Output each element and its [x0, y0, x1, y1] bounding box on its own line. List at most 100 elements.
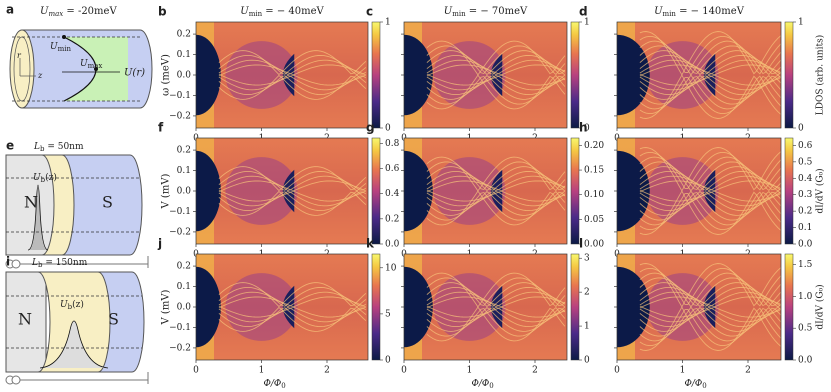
x-tick-label: 1 [680, 366, 686, 376]
colorbar-tick-label: 0.0 [798, 240, 813, 250]
band-line [639, 74, 781, 119]
x-tick-label: 1 [259, 366, 265, 376]
band-line [639, 306, 781, 332]
panel-label: j [157, 237, 162, 251]
mid-lobe [225, 157, 298, 225]
barrier-label: Ub(z) [33, 172, 57, 185]
gap-region [196, 34, 221, 116]
t: = 150nm [42, 258, 87, 268]
barrier-region [41, 154, 75, 256]
band-line [639, 306, 781, 351]
colorbar-tick-label: 0.00 [584, 240, 604, 250]
colorbar-tick-label: 0.4 [798, 174, 813, 184]
mid-lobe [646, 273, 719, 341]
t: U [80, 59, 88, 69]
y-axis-label: V (mV) [161, 173, 172, 209]
text-sub: 0 [281, 382, 285, 390]
band-line [639, 50, 781, 76]
mid-lobe [646, 157, 719, 225]
circuit [6, 372, 149, 384]
band-line [426, 277, 566, 308]
panel-label: h [579, 121, 588, 135]
y-tick-label: 0.2 [177, 30, 191, 40]
t: U [60, 300, 68, 310]
y-tick-label: 0.0 [177, 71, 192, 81]
band-line [218, 74, 367, 96]
panel-label: i [6, 255, 10, 269]
band-line [426, 296, 566, 308]
band-line [639, 151, 781, 191]
panel-label: f [158, 121, 164, 135]
colorbar-tick-label: 0.8 [385, 139, 400, 149]
gap-region [282, 169, 295, 213]
band-line [426, 190, 566, 226]
schematic-a: a Umax = -20meV r z Umin Umax U(r) [6, 3, 153, 109]
t: (z) [45, 172, 57, 183]
t: L [31, 258, 38, 268]
normal-lead [5, 154, 57, 256]
band-line [218, 286, 367, 308]
colorbar [570, 253, 580, 361]
band-line [218, 282, 367, 308]
t: max [88, 62, 103, 70]
colorbar-tick-label: 5 [385, 309, 391, 319]
band-line [218, 64, 367, 76]
band-line [426, 74, 566, 100]
y-tick-label: 0.0 [177, 303, 192, 313]
colorbar-tick-label: 0.1 [798, 223, 812, 233]
colorbar-tick-label: 0 [385, 124, 391, 134]
panel-label: l [579, 237, 583, 251]
band-line [426, 306, 566, 332]
heatmap [196, 22, 368, 128]
band-line [426, 59, 566, 76]
u-r: U(r) [124, 68, 145, 79]
colorbar [784, 253, 794, 361]
text-rest: = − 40meV [262, 6, 324, 17]
circuit [6, 256, 149, 268]
band-line [639, 190, 781, 235]
text-main: U [240, 6, 249, 17]
t: b [40, 145, 45, 153]
gap-region [703, 169, 716, 213]
colorbar-tick-label: 1.5 [798, 260, 813, 270]
y-tick-label: −0.1 [169, 323, 191, 333]
band-line [218, 190, 367, 212]
band-line [218, 166, 367, 192]
superconductor [55, 154, 143, 256]
colorbar-label: LDOS (arb. units) [815, 35, 826, 115]
panel-title: Umin = − 40meV [240, 6, 324, 19]
barrier-label: Ub(z) [60, 299, 84, 312]
u-min: Umin [50, 42, 71, 54]
gap-region [196, 266, 221, 348]
point [94, 67, 98, 71]
band-line [426, 291, 566, 308]
band-line [639, 35, 781, 75]
title-sub: max [48, 10, 63, 18]
band-line [426, 64, 566, 76]
barrier-profile [39, 320, 109, 369]
gap-region [617, 34, 650, 116]
colorbar [784, 137, 794, 245]
y-tick-label: 0.1 [177, 282, 191, 292]
band-line [218, 190, 367, 216]
barrier-length: Lb = 50nm [33, 142, 84, 154]
t: L [33, 142, 40, 152]
mid-lobe [433, 41, 506, 109]
panel-label: b [158, 5, 167, 19]
t: (z) [72, 299, 84, 310]
gap-region [282, 285, 295, 329]
band-line [639, 263, 781, 308]
gap-region [617, 266, 650, 348]
colorbar-tick-label: 0.05 [584, 215, 604, 225]
colorbar-tick-label: 0.6 [798, 141, 813, 151]
band-line [426, 156, 566, 192]
colorbar-tick-label: 0 [385, 356, 391, 366]
band-line [426, 74, 566, 105]
band-line [639, 74, 781, 105]
gap-region [703, 53, 716, 97]
colorbar-tick-label: 0 [584, 356, 590, 366]
band-line [426, 74, 566, 110]
gap-region [404, 150, 433, 232]
